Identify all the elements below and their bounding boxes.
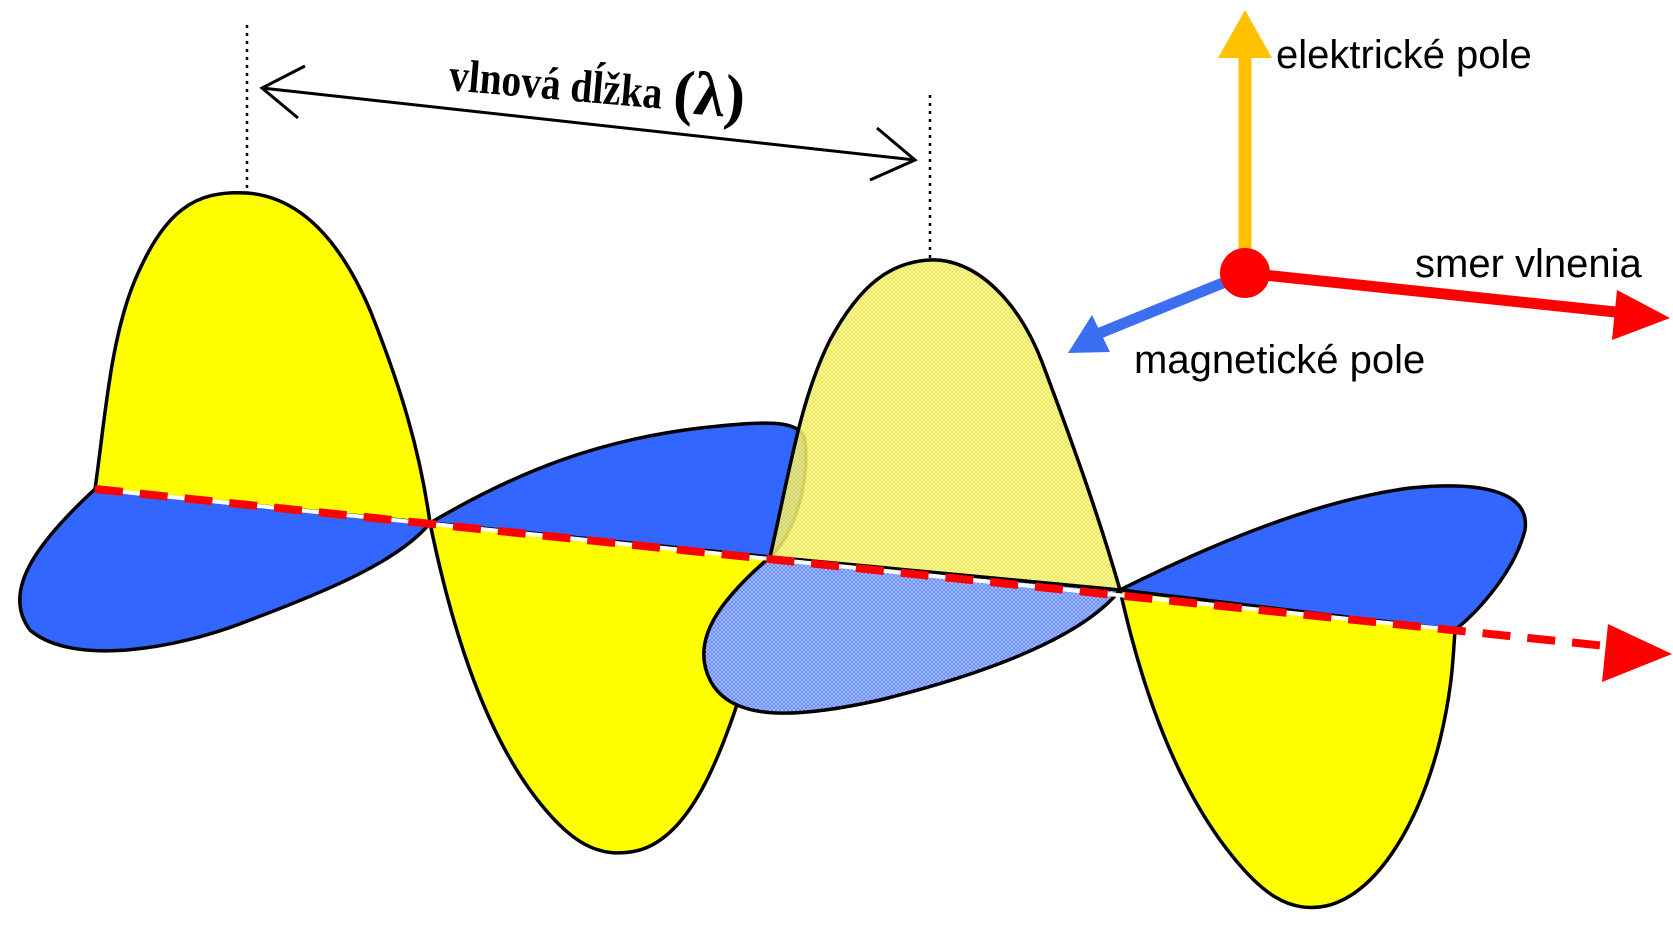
electric-wave-lobe-4 — [1118, 588, 1457, 910]
propagation-arrowhead — [1602, 624, 1672, 682]
magnetic-wave-lobe-4 — [1118, 484, 1528, 632]
propagation-direction-arrowhead — [1612, 290, 1670, 340]
wavelength-arrow — [259, 64, 918, 182]
propagation-direction-label: smer vlnenia — [1415, 242, 1643, 286]
electric-field-label: elektrické pole — [1276, 33, 1532, 77]
electric-field-arrowhead — [1218, 10, 1272, 58]
electric-wave-lobe-1 — [93, 190, 432, 525]
magnetic-field-axis — [1097, 272, 1238, 339]
origin-dot — [1220, 248, 1270, 298]
magnetic-field-label: magnetické pole — [1134, 338, 1425, 382]
propagation-direction-axis — [1244, 267, 1626, 319]
wavelength-symbol: (λ) — [671, 58, 748, 132]
magnetic-field-arrowhead — [1068, 315, 1110, 353]
electric-wave-lobe-3 — [768, 258, 1122, 592]
propagation-axis — [94, 485, 1626, 652]
magnetic-wave-lobe-1 — [18, 487, 432, 653]
wavelength-label: vlnová dĺžka — [447, 48, 665, 118]
magnetic-wave-lobe-3 — [702, 555, 1122, 715]
